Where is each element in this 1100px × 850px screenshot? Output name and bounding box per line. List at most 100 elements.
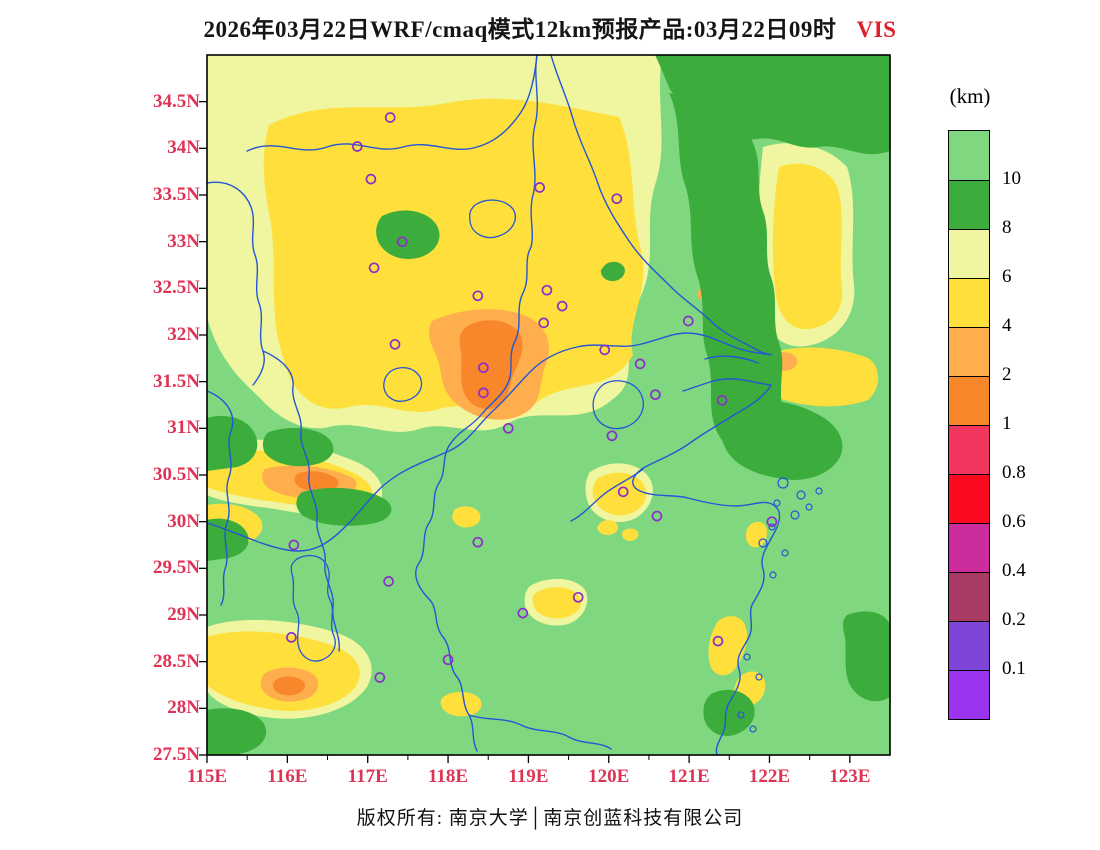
colorbar-tick-label: 4 (1002, 315, 1012, 336)
station-marker (538, 317, 550, 329)
island-outline (773, 499, 781, 507)
island-outline (758, 538, 768, 548)
station-marker (478, 387, 489, 399)
visibility-fill-region-yellow (597, 520, 619, 536)
station-marker (368, 262, 380, 274)
visibility-fill-region-darkGreen (207, 518, 249, 561)
colorbar-segment (949, 572, 989, 621)
station-marker (365, 173, 377, 185)
lat-axis-label: 29N (167, 604, 200, 625)
colorbar-segment (949, 180, 989, 229)
station-marker (556, 300, 568, 312)
island-outline (805, 503, 813, 511)
station-marker (712, 635, 724, 647)
province-boundary-line (207, 181, 265, 386)
island-outline (768, 523, 776, 531)
station-marker (286, 632, 297, 643)
station-marker (766, 516, 778, 528)
colorbar-tick-label: 0.8 (1002, 462, 1026, 483)
colorbar-tick-label: 0.1 (1002, 658, 1026, 679)
station-marker (606, 430, 618, 442)
station-marker (442, 654, 454, 666)
island-outline (737, 711, 745, 719)
lake-outline (469, 199, 516, 239)
lat-axis-label: 34.5N (153, 90, 200, 112)
visibility-fill-region-darkGreen (296, 487, 392, 526)
colorbar-unit-label: (km) (949, 84, 991, 108)
visibility-fill-region-yellow (532, 587, 582, 619)
visibility-fill-region-darkGreen (207, 415, 258, 471)
province-boundary-line (415, 246, 532, 752)
visibility-fill-region-yellow (440, 691, 482, 717)
lon-axis-label: 116E (267, 766, 308, 787)
colorbar-segment (949, 376, 989, 425)
lat-axis-label: 28.5N (153, 650, 200, 672)
colorbar-tick-label: 0.2 (1002, 609, 1026, 630)
station-marker (351, 141, 363, 152)
colorbar-segment (949, 621, 989, 670)
visibility-fill-region-darkGreen (600, 261, 625, 282)
visibility-fill-region-darkGreen (669, 93, 785, 455)
visibility-fill-region-yellow (452, 506, 481, 528)
colorbar-tick-label: 0.6 (1002, 511, 1026, 532)
lat-axis-label: 31N (167, 417, 200, 439)
island-outline (781, 549, 789, 557)
station-marker (383, 576, 394, 587)
station-marker (716, 394, 728, 406)
visibility-fill-region-yellow (263, 98, 644, 412)
station-marker (384, 112, 396, 123)
visibility-fill-region-yellow (621, 528, 639, 541)
lake-outline (383, 366, 423, 402)
colorbar-segment (949, 278, 989, 327)
province-boundary-line (468, 714, 612, 750)
colorbar-segment (949, 425, 989, 474)
map-layers (207, 55, 890, 755)
station-marker (617, 486, 629, 498)
colorbar-segment (949, 523, 989, 572)
title-text: 2026年03月22日WRF/cmaq模式12km预报产品:03月22日09时 (203, 17, 837, 42)
colorbar-segment (949, 474, 989, 523)
province-boundary-line (682, 378, 772, 392)
lat-axis-label: 31.5N (153, 370, 200, 392)
visibility-fill-region-darkGreen (262, 427, 334, 467)
station-marker (472, 290, 484, 302)
station-marker (634, 358, 646, 370)
province-boundary-line (262, 350, 340, 652)
visibility-fill-region-darkGreen (720, 400, 843, 480)
station-marker (389, 338, 401, 350)
lat-axis-label: 34N (167, 137, 200, 159)
colorbar-tick-label: 2 (1002, 364, 1012, 385)
lon-axis-label: 115E (186, 766, 228, 787)
colorbar-tick-label: 10 (1002, 168, 1021, 189)
province-boundary-line (570, 468, 644, 522)
province-boundary-line (550, 55, 772, 356)
station-marker (651, 510, 663, 522)
station-marker (650, 389, 661, 401)
visibility-fill-region-darkGreen (843, 611, 890, 702)
page-title: 2026年03月22日WRF/cmaq模式12km预报产品:03月22日09时 … (0, 10, 1100, 44)
visibility-fill-region-yellow (772, 163, 843, 330)
colorbar-tick-label: 6 (1002, 266, 1012, 287)
station-marker (599, 344, 611, 356)
island-outline (777, 477, 789, 489)
lat-axis-label: 29.5N (153, 557, 200, 579)
island-outline (755, 673, 763, 681)
colorbar-segment (949, 670, 989, 719)
visibility-fill-region-darkGreen (376, 210, 440, 260)
station-marker (472, 536, 484, 548)
lat-axis-label: 32N (167, 324, 200, 345)
lat-axis-label: 30N (167, 510, 200, 532)
map-frame (206, 54, 891, 756)
colorbar (948, 130, 990, 720)
island-outline (769, 571, 777, 579)
visibility-fill-region-darkGreen (703, 689, 755, 737)
lat-axis-label: 30.5N (153, 464, 200, 485)
station-marker (517, 607, 529, 619)
lon-axis-label: 123E (829, 766, 871, 787)
colorbar-labels: 10 8 6 4 2 1 0.8 0.6 0.4 0.2 0.1 (1002, 130, 1072, 718)
visibility-fill-region-darkGreen (207, 708, 267, 755)
station-marker (288, 539, 300, 551)
station-marker (534, 182, 546, 193)
lon-axis-label: 119E (508, 766, 549, 787)
